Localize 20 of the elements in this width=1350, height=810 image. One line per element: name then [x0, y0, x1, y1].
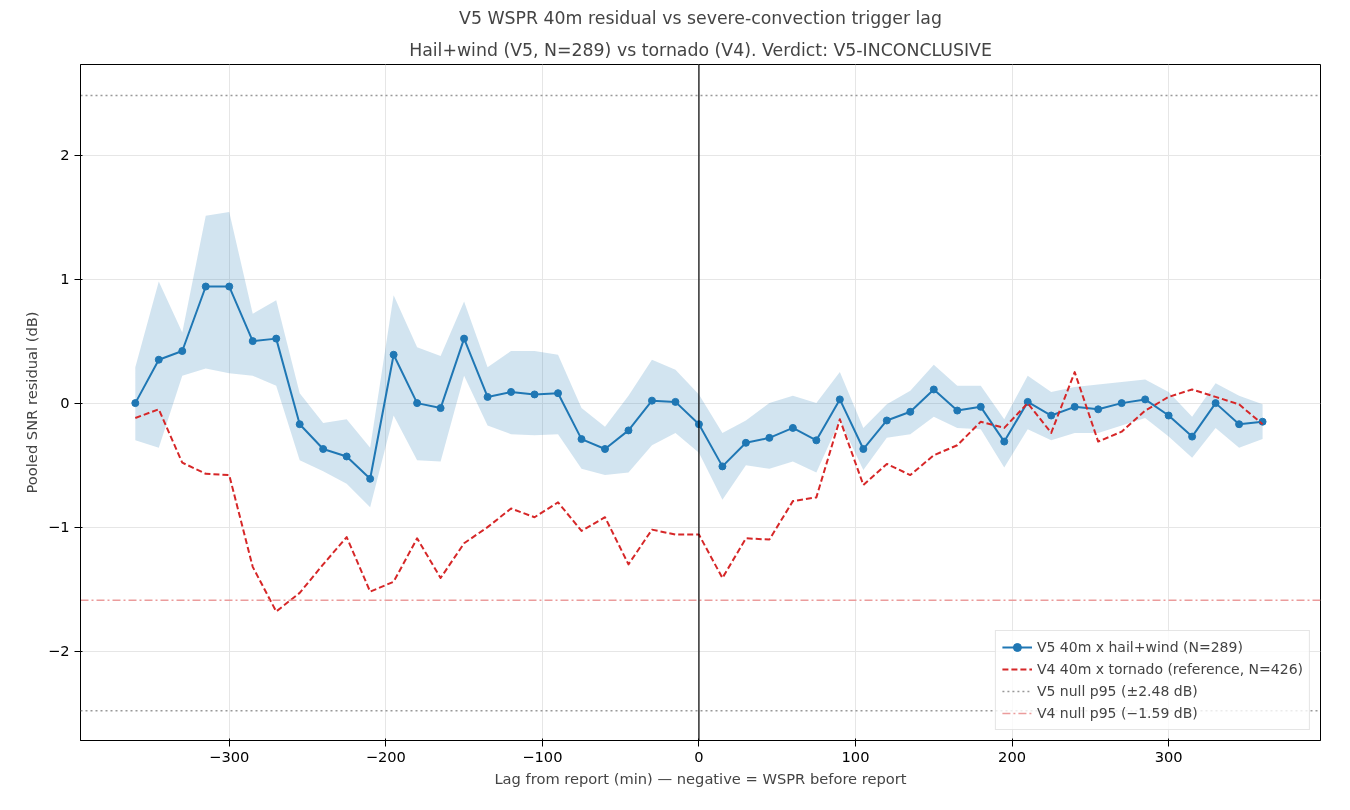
x-tick-label: 100	[841, 747, 870, 765]
chart-title: V5 WSPR 40m residual vs severe-convection trigger lag	[459, 7, 942, 28]
y-tick-label: 1	[60, 270, 70, 288]
y-axis-title: Pooled SNR residual (dB)	[22, 311, 40, 494]
y-tick-label: −1	[47, 518, 70, 536]
x-tick-label: −300	[209, 747, 250, 765]
y-tick-label: −2	[47, 642, 70, 660]
x-tick-label: 0	[694, 747, 704, 765]
x-tick-label: 200	[998, 747, 1027, 765]
y-tick-label: 0	[60, 394, 70, 412]
x-tick-label: −100	[522, 747, 563, 765]
legend-label: V4 40m x tornado (reference, N=426)	[1036, 661, 1303, 677]
x-tick-label: 300	[1154, 747, 1183, 765]
x-axis-title: Lag from report (min) — negative = WSPR before report	[494, 769, 907, 787]
chart-subtitle: Hail+wind (V5, N=289) vs tornado (V4). Verdict: V5-INCONCLUSIVE	[409, 39, 992, 60]
y-tick-label: 2	[60, 146, 70, 164]
x-tick-label: −200	[365, 747, 406, 765]
legend-label: V4 null p95 (−1.59 dB)	[1036, 705, 1198, 721]
legend-label: V5 null p95 (±2.48 dB)	[1036, 683, 1198, 699]
legend-label: V5 40m x hail+wind (N=289)	[1036, 639, 1243, 655]
